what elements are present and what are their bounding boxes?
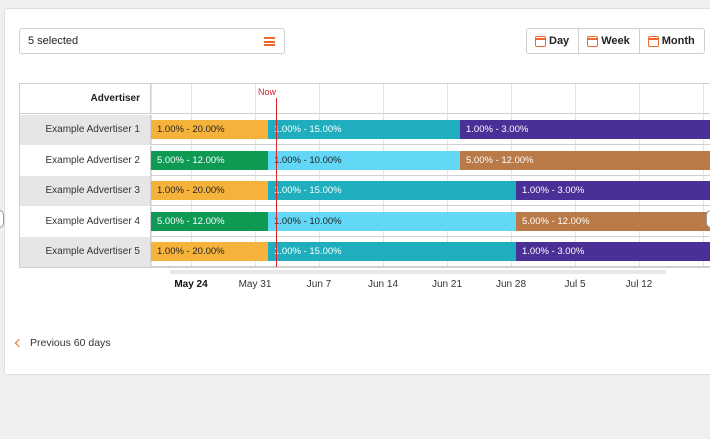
previous-period-label: Previous 60 days	[30, 337, 111, 349]
gantt-chart: Advertiser Example Advertiser 1 1.00% - 2…	[19, 83, 710, 268]
grid-line	[319, 84, 320, 267]
date-tick-label: Jun 28	[495, 279, 527, 290]
list-icon	[264, 37, 275, 46]
gantt-row: Example Advertiser 1 1.00% - 20.00% 1.00% …	[20, 115, 710, 145]
grid-line	[383, 84, 384, 267]
grid-line	[639, 84, 640, 267]
week-button[interactable]: Week	[579, 29, 640, 53]
advertiser-column-header: Advertiser	[20, 84, 151, 114]
selected-count: 5 selected	[28, 35, 79, 47]
rate-bar[interactable]: 1.00% - 20.00%	[151, 120, 268, 139]
grid-line	[255, 84, 256, 267]
period-toggle: Day Week Month	[526, 28, 705, 54]
date-tick-label: Jul 12	[625, 279, 653, 290]
month-button[interactable]: Month	[640, 29, 704, 53]
gantt-header: Advertiser	[20, 84, 710, 114]
previous-period-link[interactable]: Previous 60 days	[14, 337, 111, 349]
grid-line	[703, 84, 704, 267]
calendar-week-icon	[587, 35, 599, 47]
advertiser-name: Example Advertiser 4	[20, 206, 151, 237]
now-label: Now	[258, 87, 277, 97]
rate-bar[interactable]: 1.00% - 15.00%	[268, 181, 516, 200]
date-tick-label: Jul 5	[564, 279, 586, 290]
week-button-label: Week	[601, 35, 630, 47]
grid-line	[447, 84, 448, 267]
date-tick-label: Jun 21	[431, 279, 463, 290]
calendar-month-icon	[647, 35, 659, 47]
timeline-scrollbar[interactable]	[170, 270, 666, 274]
scroll-right-handle[interactable]	[706, 210, 710, 228]
month-button-label: Month	[661, 35, 695, 47]
gantt-row: Example Advertiser 2 5.00% - 12.00% 1.00% …	[20, 145, 710, 176]
advertiser-multiselect[interactable]: 5 selected	[19, 28, 285, 54]
gantt-row: Example Advertiser 5 1.00% - 20.00% 1.00% …	[20, 237, 710, 267]
rate-bar[interactable]: 1.00% - 3.00%	[460, 120, 710, 139]
day-button[interactable]: Day	[527, 29, 580, 53]
rate-bar[interactable]: 1.00% - 15.00%	[268, 120, 460, 139]
now-marker	[276, 98, 277, 267]
chevron-left-icon	[14, 338, 24, 348]
advertiser-name: Example Advertiser 2	[20, 145, 151, 176]
scroll-left-handle[interactable]	[0, 210, 4, 228]
rate-bar[interactable]: 5.00% - 12.00%	[460, 150, 710, 170]
date-tick-label: Jun 7	[306, 279, 332, 290]
advertiser-name: Example Advertiser 5	[20, 237, 151, 267]
grid-line	[191, 84, 192, 267]
day-button-label: Day	[549, 35, 570, 47]
rate-bar[interactable]: 1.00% - 20.00%	[151, 181, 268, 200]
date-tick-label: Jun 14	[367, 279, 399, 290]
rate-bar[interactable]: 5.00% - 12.00%	[151, 211, 268, 231]
calendar-day-icon	[535, 35, 546, 47]
grid-line	[575, 84, 576, 267]
rate-bar[interactable]: 1.00% - 20.00%	[151, 242, 268, 261]
advertiser-name: Example Advertiser 1	[20, 115, 151, 145]
grid-line	[151, 84, 152, 267]
rate-bar[interactable]: 1.00% - 10.00%	[268, 150, 460, 170]
date-tick-label: May 24	[174, 279, 208, 290]
advertiser-name: Example Advertiser 3	[20, 176, 151, 206]
rate-bar[interactable]: 1.00% - 3.00%	[516, 181, 710, 200]
gantt-row: Example Advertiser 4 5.00% - 12.00% 1.00% …	[20, 206, 710, 237]
grid-line	[511, 84, 512, 267]
rate-bar[interactable]: 1.00% - 15.00%	[268, 242, 516, 261]
rate-bar[interactable]: 1.00% - 3.00%	[516, 242, 710, 261]
rate-bar[interactable]: 5.00% - 12.00%	[516, 211, 710, 231]
date-tick-label: May 31	[238, 279, 272, 290]
rate-bar[interactable]: 5.00% - 12.00%	[151, 150, 268, 170]
rate-bar[interactable]: 1.00% - 10.00%	[268, 211, 516, 231]
gantt-row: Example Advertiser 3 1.00% - 20.00% 1.00% …	[20, 176, 710, 206]
